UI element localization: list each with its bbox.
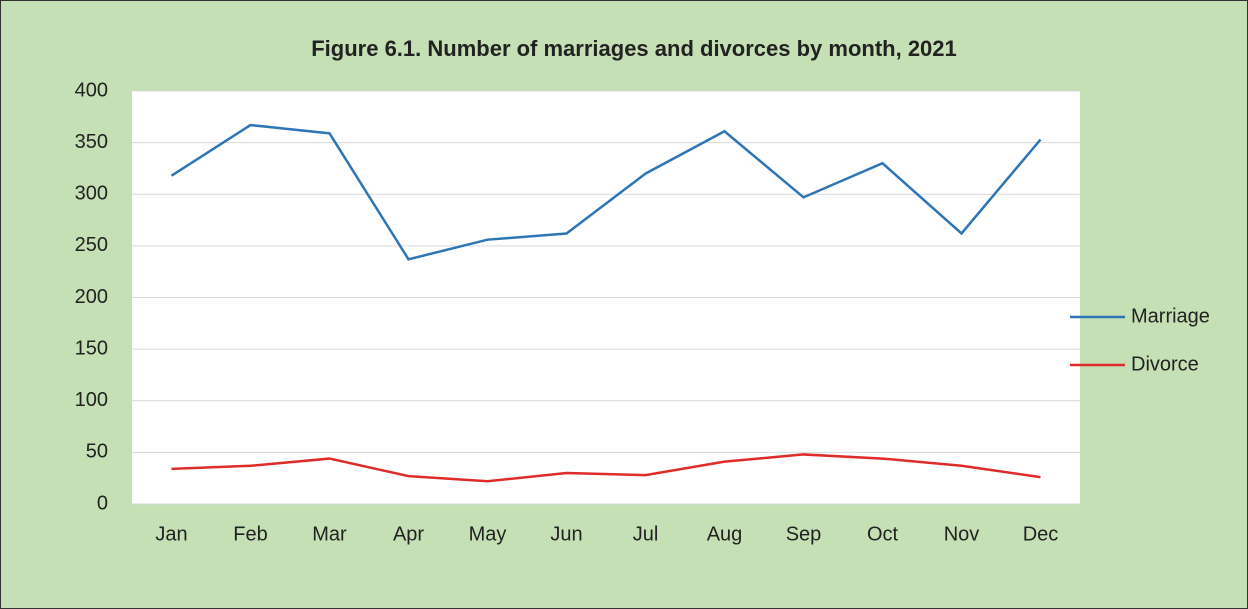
x-tick-label: Aug: [707, 523, 743, 545]
x-tick-label: Dec: [1023, 523, 1059, 545]
y-tick-label: 0: [97, 492, 108, 514]
legend-label: Divorce: [1131, 353, 1199, 375]
y-tick-label: 400: [75, 79, 108, 101]
y-tick-label: 50: [86, 441, 108, 463]
x-tick-label: Nov: [944, 523, 980, 545]
y-tick-label: 350: [75, 131, 108, 153]
y-tick-label: 150: [75, 337, 108, 359]
line-series: [171, 453, 1041, 483]
x-tick-label: Jul: [633, 523, 659, 545]
y-tick-label: 250: [75, 234, 108, 256]
x-tick-label: Oct: [867, 523, 899, 545]
x-tick-label: Mar: [312, 523, 347, 545]
chart-title: Figure 6.1. Number of marriages and divo…: [311, 36, 957, 61]
x-tick-label: Jan: [155, 523, 187, 545]
y-tick-label: 200: [75, 286, 108, 308]
line-series: [170, 123, 1042, 261]
y-tick-label: 100: [75, 389, 108, 411]
x-tick-label: Apr: [393, 523, 424, 545]
x-tick-label: Jun: [550, 523, 582, 545]
legend-label: Marriage: [1131, 305, 1210, 327]
x-tick-label: May: [469, 523, 507, 545]
x-tick-label: Feb: [233, 523, 267, 545]
y-tick-label: 300: [75, 183, 108, 205]
x-tick-label: Sep: [786, 523, 822, 545]
